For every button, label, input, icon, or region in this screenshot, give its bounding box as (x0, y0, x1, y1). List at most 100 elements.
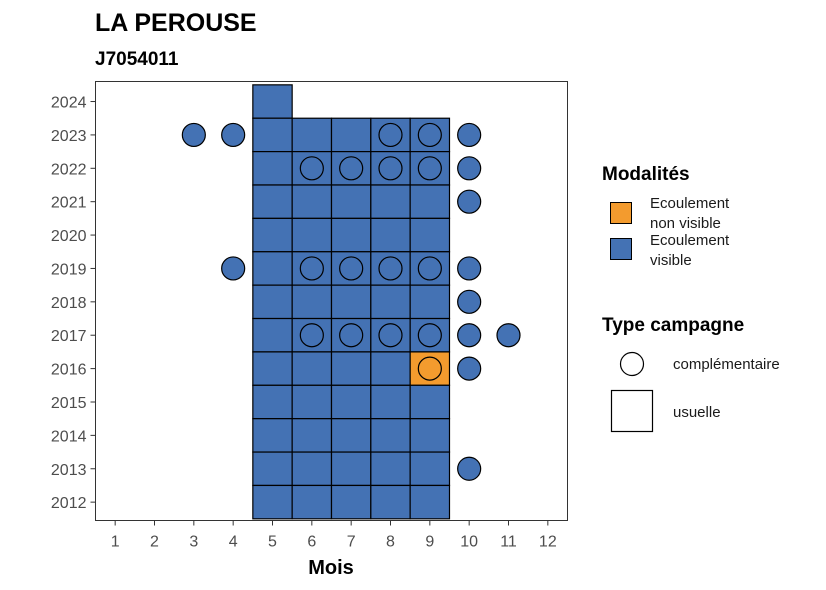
legend-label-non-visible-line1: Ecoulement (650, 195, 730, 212)
tile-2024-5 (252, 84, 293, 119)
y-tick-label-2021: 2021 (51, 195, 87, 212)
tile-2023-5 (252, 117, 293, 153)
legend-campagne: Type campagne complémentaire usuelle (602, 315, 780, 433)
tile-2016-7 (330, 351, 372, 386)
point-2016-10 (457, 356, 482, 381)
tile-2018-9 (409, 284, 451, 320)
point-2019-10 (457, 256, 482, 281)
tile-2021-9 (409, 184, 451, 219)
y-tick-label-2016: 2016 (51, 362, 87, 379)
tile-2018-7 (330, 284, 372, 320)
point-2022-9 (417, 156, 442, 181)
legend-campagne-title: Type campagne (602, 315, 744, 336)
x-tick-label-8: 8 (386, 534, 395, 551)
tile-2020-7 (330, 217, 372, 253)
tile-2021-6 (291, 184, 333, 219)
point-2013-10 (457, 456, 482, 481)
legend-square-icon (610, 389, 654, 433)
point-2022-7 (339, 156, 364, 181)
point-2017-6 (299, 323, 324, 348)
point-2017-10 (457, 323, 482, 348)
point-2016-9 (417, 356, 442, 381)
y-tick-label-2024: 2024 (51, 95, 87, 112)
point-2023-3 (181, 122, 206, 148)
x-axis: 1 2 3 4 5 6 7 8 9 10 11 12 (111, 520, 557, 551)
point-2023-8 (378, 122, 403, 148)
y-axis: 2012 2013 2014 2015 2016 2017 2018 2019 2020 2021… (51, 95, 96, 512)
legend-modalites-title: Modalités (602, 164, 690, 185)
point-2017-9 (417, 323, 442, 348)
x-tick-label-5: 5 (268, 534, 277, 551)
tile-2018-8 (370, 284, 411, 320)
tile-2012-6 (291, 484, 333, 520)
point-2022-6 (299, 156, 324, 181)
tile-2018-6 (291, 284, 333, 320)
point-2022-8 (378, 156, 403, 181)
tile-2016-5 (252, 351, 293, 386)
point-2019-6 (299, 256, 324, 281)
tile-2020-9 (409, 217, 451, 253)
legend-label-complementaire: complémentaire (673, 356, 780, 373)
tile-2020-8 (370, 217, 411, 253)
point-2017-7 (339, 323, 364, 348)
tile-2013-6 (291, 451, 333, 487)
legend-swatch-non-visible (610, 202, 632, 224)
tile-2021-7 (330, 184, 372, 219)
point-2017-11 (496, 323, 521, 348)
tile-2014-5 (252, 418, 293, 453)
point-2023-4 (221, 122, 246, 148)
y-tick-label-2013: 2013 (51, 462, 87, 479)
tile-2023-7 (330, 117, 372, 153)
x-tick-label-4: 4 (229, 534, 238, 551)
x-tick-label-2: 2 (150, 534, 159, 551)
x-tick-label-6: 6 (307, 534, 316, 551)
point-2019-4 (221, 256, 246, 281)
y-tick-label-2012: 2012 (51, 495, 87, 512)
tile-2015-7 (330, 384, 372, 420)
point-2022-10 (457, 156, 482, 181)
point-2017-8 (378, 323, 403, 348)
tile-2013-8 (370, 451, 411, 487)
point-2021-10 (457, 189, 482, 214)
x-tick-label-7: 7 (347, 534, 356, 551)
y-tick-label-2023: 2023 (51, 128, 87, 145)
tile-2013-7 (330, 451, 372, 487)
y-tick-label-2020: 2020 (51, 228, 87, 245)
tile-2012-8 (370, 484, 411, 520)
point-2023-10 (457, 122, 482, 148)
y-tick-label-2017: 2017 (51, 328, 87, 345)
tile-2016-6 (291, 351, 333, 386)
legend-circle-icon (619, 351, 645, 377)
x-axis-title: Mois (308, 557, 354, 579)
point-2019-7 (339, 256, 364, 281)
x-tick-label-11: 11 (500, 534, 517, 551)
y-tick-label-2018: 2018 (51, 295, 87, 312)
tile-2020-5 (252, 217, 293, 253)
tile-2018-5 (252, 284, 293, 320)
chart-subtitle: J7054011 (95, 49, 179, 70)
legend-label-visible-line1: Ecoulement (650, 232, 730, 249)
legend-modalites: Modalités Ecoulement non visible Ecoulem… (602, 164, 730, 269)
x-tick-label-3: 3 (189, 534, 198, 551)
tile-2015-9 (409, 384, 451, 420)
tile-2014-8 (370, 418, 411, 453)
y-tick-label-2019: 2019 (51, 261, 87, 278)
tile-2015-6 (291, 384, 333, 420)
tile-2014-7 (330, 418, 372, 453)
tile-2021-8 (370, 184, 411, 219)
y-tick-label-2014: 2014 (51, 428, 87, 445)
tile-2017-5 (252, 317, 293, 353)
tile-2020-6 (291, 217, 333, 253)
y-tick-label-2022: 2022 (51, 161, 87, 178)
point-2019-8 (378, 256, 403, 281)
point-2018-10 (457, 289, 482, 314)
legend-label-visible-line2: visible (650, 252, 692, 269)
tile-2023-6 (291, 117, 333, 153)
tile-2013-9 (409, 451, 451, 487)
x-tick-label-12: 12 (539, 534, 557, 551)
legend-swatch-visible (610, 238, 632, 260)
tile-2022-5 (252, 151, 293, 186)
legend-label-non-visible-line2: non visible (650, 215, 721, 232)
x-tick-label-10: 10 (460, 534, 478, 551)
